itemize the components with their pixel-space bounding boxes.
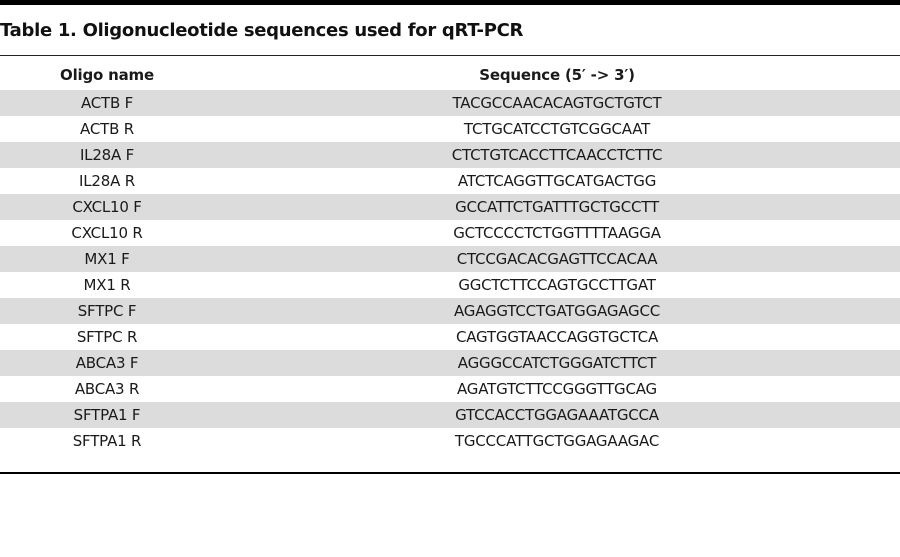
oligo-name-cell: CXCL10 R <box>71 224 143 242</box>
oligo-name-cell: SFTPA1 F <box>73 406 141 424</box>
oligo-name-cell: SFTPC R <box>76 328 138 346</box>
oligo-name-cell: MX1 R <box>83 276 131 294</box>
oligo-name-cell: ABCA3 R <box>74 380 140 398</box>
table-body: ACTB F TACGCCAACACAGTGCTGTCT ACTB R TCTG… <box>0 90 900 454</box>
sequence-cell: ATCTCAGGTTGCATGACTGG <box>457 172 657 190</box>
table-row: SFTPA1 F GTCCACCTGGAGAAATGCCA <box>0 402 900 428</box>
sequence-cell: AGATGTCTTCCGGGTTGCAG <box>457 380 657 398</box>
table-row: ACTB F TACGCCAACACAGTGCTGTCT <box>0 90 900 116</box>
oligo-name-cell: ABCA3 F <box>75 354 139 372</box>
sequence-cell: CTCTGTCACCTTCAACCTCTTC <box>451 146 663 164</box>
table-row: ABCA3 R AGATGTCTTCCGGGTTGCAG <box>0 376 900 402</box>
table-row: MX1 R GGCTCTTCCAGTGCCTTGAT <box>0 272 900 298</box>
sequence-cell: CAGTGGTAACCAGGTGCTCA <box>455 328 659 346</box>
table-row: ACTB R TCTGCATCCTGTCGGCAAT <box>0 116 900 142</box>
sequence-cell: TACGCCAACACAGTGCTGTCT <box>452 94 662 112</box>
table-row: MX1 F CTCCGACACGAGTTCCACAA <box>0 246 900 272</box>
bottom-rule <box>0 472 900 474</box>
sequence-cell: TGCCCATTGCTGGAGAAGAC <box>454 432 660 450</box>
oligo-name-cell: IL28A R <box>79 172 135 190</box>
oligo-name-cell: ACTB R <box>80 120 134 138</box>
column-header-sequence: Sequence (5′ -> 3′) <box>479 66 635 84</box>
top-rule <box>0 0 900 5</box>
sequence-cell: AGGGCCATCTGGGATCTTCT <box>457 354 657 372</box>
oligo-name-cell: MX1 F <box>84 250 130 268</box>
sequence-cell: GCTCCCCTCTGGTTTTAAGGA <box>453 224 661 242</box>
table-row: SFTPC F AGAGGTCCTGATGGAGAGCC <box>0 298 900 324</box>
oligo-name-cell: CXCL10 F <box>72 198 142 216</box>
table-row: ABCA3 F AGGGCCATCTGGGATCTTCT <box>0 350 900 376</box>
table-row: CXCL10 R GCTCCCCTCTGGTTTTAAGGA <box>0 220 900 246</box>
sequence-cell: GGCTCTTCCAGTGCCTTGAT <box>458 276 656 294</box>
oligo-name-cell: SFTPA1 R <box>72 432 142 450</box>
sequence-cell: CTCCGACACGAGTTCCACAA <box>456 250 658 268</box>
table-header-row: Oligo name Sequence (5′ -> 3′) <box>0 66 900 88</box>
table-title: Table 1. Oligonucleotide sequences used … <box>0 20 524 41</box>
sequence-cell: GCCATTCTGATTTGCTGCCTT <box>455 198 659 216</box>
table-row: IL28A R ATCTCAGGTTGCATGACTGG <box>0 168 900 194</box>
oligo-name-cell: SFTPC F <box>77 302 137 320</box>
title-divider <box>0 55 900 56</box>
sequence-cell: AGAGGTCCTGATGGAGAGCC <box>453 302 661 320</box>
oligo-name-cell: ACTB F <box>80 94 134 112</box>
table-row: CXCL10 F GCCATTCTGATTTGCTGCCTT <box>0 194 900 220</box>
sequence-cell: GTCCACCTGGAGAAATGCCA <box>455 406 659 424</box>
table-row: IL28A F CTCTGTCACCTTCAACCTCTTC <box>0 142 900 168</box>
table-row: SFTPA1 R TGCCCATTGCTGGAGAAGAC <box>0 428 900 454</box>
sequence-cell: TCTGCATCCTGTCGGCAAT <box>463 120 651 138</box>
oligo-name-cell: IL28A F <box>79 146 135 164</box>
column-header-oligo-name: Oligo name <box>60 66 154 84</box>
table-row: SFTPC R CAGTGGTAACCAGGTGCTCA <box>0 324 900 350</box>
